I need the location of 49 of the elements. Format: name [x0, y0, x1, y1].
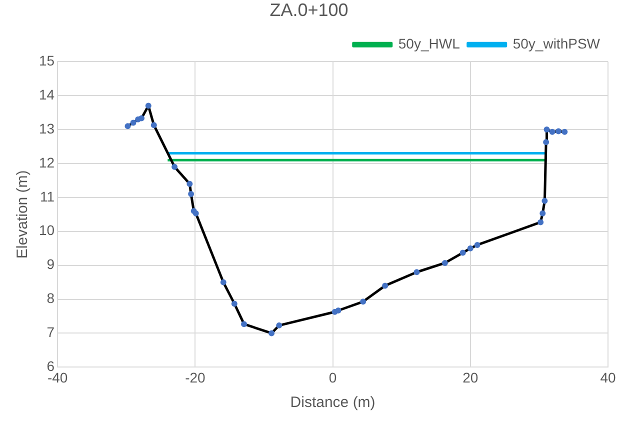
point [460, 250, 466, 256]
point [231, 300, 238, 307]
y-tick-label: 7 [46, 324, 55, 340]
x-axis-title: Distance (m) [290, 394, 376, 412]
chart-title: ZA.0+100 [270, 0, 348, 20]
point [542, 198, 548, 204]
point [130, 120, 136, 126]
point [549, 128, 556, 135]
y-tick-label: 11 [40, 188, 55, 204]
point [220, 279, 226, 286]
point [467, 245, 474, 252]
point [186, 180, 193, 187]
x-tick-label: 40 [600, 369, 616, 386]
y-tick-label: 12 [38, 154, 55, 170]
point [538, 219, 544, 226]
y-tick-label: 10 [38, 222, 55, 238]
point [540, 210, 546, 216]
y-tick-label: 13 [38, 120, 55, 136]
x-tick-label: 20 [462, 369, 478, 386]
point [555, 128, 562, 134]
point [382, 282, 388, 289]
point [543, 139, 550, 146]
legend-label: 50y_HWL [398, 35, 460, 52]
y-axis-title: Elevation (m) [14, 170, 32, 259]
point [150, 122, 157, 128]
point [188, 191, 194, 198]
x-tick-label: -20 [185, 369, 206, 386]
y-tick-label: 6 [46, 358, 55, 374]
y-tick-label: 9 [46, 256, 55, 272]
point [335, 307, 342, 314]
y-tick-label: 14 [38, 86, 55, 102]
point [474, 242, 480, 248]
point [124, 123, 131, 130]
point [544, 126, 550, 133]
point [145, 102, 152, 109]
point [276, 322, 282, 328]
point [442, 260, 448, 266]
point [414, 269, 420, 276]
x-tick-label: 0 [328, 369, 337, 386]
point [562, 128, 568, 135]
point [138, 115, 145, 122]
legend-label: 50y_withPSW [512, 35, 601, 52]
y-tick-label: 8 [46, 290, 55, 306]
y-tick-label: 15 [38, 52, 55, 68]
point [268, 330, 275, 336]
point [172, 164, 178, 170]
point [360, 298, 366, 305]
point [192, 210, 199, 216]
point [241, 321, 248, 328]
